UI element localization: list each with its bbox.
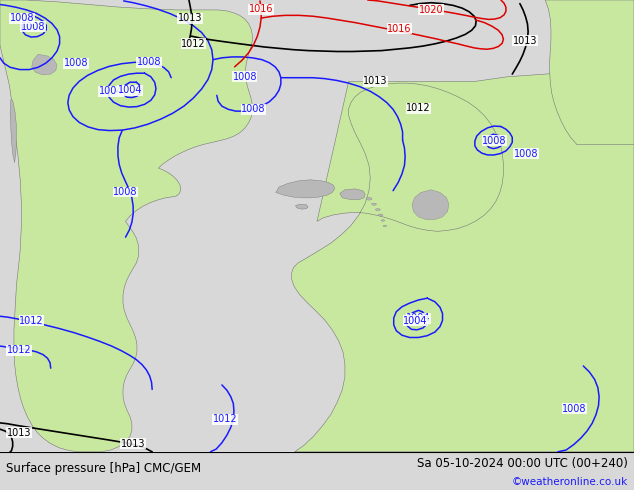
Polygon shape — [412, 190, 449, 220]
Polygon shape — [372, 203, 377, 205]
Polygon shape — [295, 204, 308, 209]
Polygon shape — [366, 197, 372, 200]
Text: ©weatheronline.co.uk: ©weatheronline.co.uk — [512, 477, 628, 488]
Text: 1008: 1008 — [562, 404, 586, 414]
Text: 1004: 1004 — [99, 86, 123, 96]
Text: 1013: 1013 — [513, 36, 537, 46]
Polygon shape — [292, 68, 634, 452]
Text: 1008: 1008 — [137, 57, 161, 67]
Text: Sa 05-10-2024 00:00 UTC (00+240): Sa 05-10-2024 00:00 UTC (00+240) — [417, 457, 628, 470]
Text: 1013: 1013 — [7, 428, 31, 438]
Text: 1012: 1012 — [406, 103, 430, 113]
Polygon shape — [378, 214, 383, 216]
Polygon shape — [381, 220, 385, 221]
Text: 1008: 1008 — [10, 13, 34, 23]
Text: 1016: 1016 — [387, 24, 411, 34]
Polygon shape — [0, 0, 252, 452]
Text: 1008: 1008 — [514, 148, 538, 159]
Text: 1004: 1004 — [403, 316, 427, 326]
Text: 1012: 1012 — [213, 414, 237, 424]
Text: 1004: 1004 — [118, 85, 142, 96]
Text: 1013: 1013 — [363, 76, 387, 86]
Text: 1008: 1008 — [482, 136, 507, 146]
Polygon shape — [276, 180, 335, 198]
Polygon shape — [340, 189, 365, 200]
Text: Surface pressure [hPa] CMC/GEM: Surface pressure [hPa] CMC/GEM — [6, 463, 202, 475]
Polygon shape — [10, 99, 16, 163]
Polygon shape — [383, 225, 387, 227]
Polygon shape — [32, 54, 57, 75]
Text: 1008: 1008 — [233, 72, 257, 82]
Polygon shape — [545, 0, 634, 145]
Text: 1013: 1013 — [121, 439, 145, 449]
Text: 1016: 1016 — [249, 4, 273, 15]
Text: 1020: 1020 — [419, 5, 443, 15]
Text: 1012: 1012 — [7, 345, 31, 355]
Text: 1008: 1008 — [242, 104, 266, 114]
Text: 1004: 1004 — [406, 313, 430, 323]
Text: 1008: 1008 — [21, 22, 45, 32]
Polygon shape — [375, 209, 380, 211]
Text: 1008: 1008 — [113, 187, 138, 197]
Text: 1008: 1008 — [64, 58, 88, 68]
Text: 1012: 1012 — [181, 39, 205, 49]
Text: 1013: 1013 — [178, 13, 202, 23]
Text: 1012: 1012 — [20, 316, 44, 326]
